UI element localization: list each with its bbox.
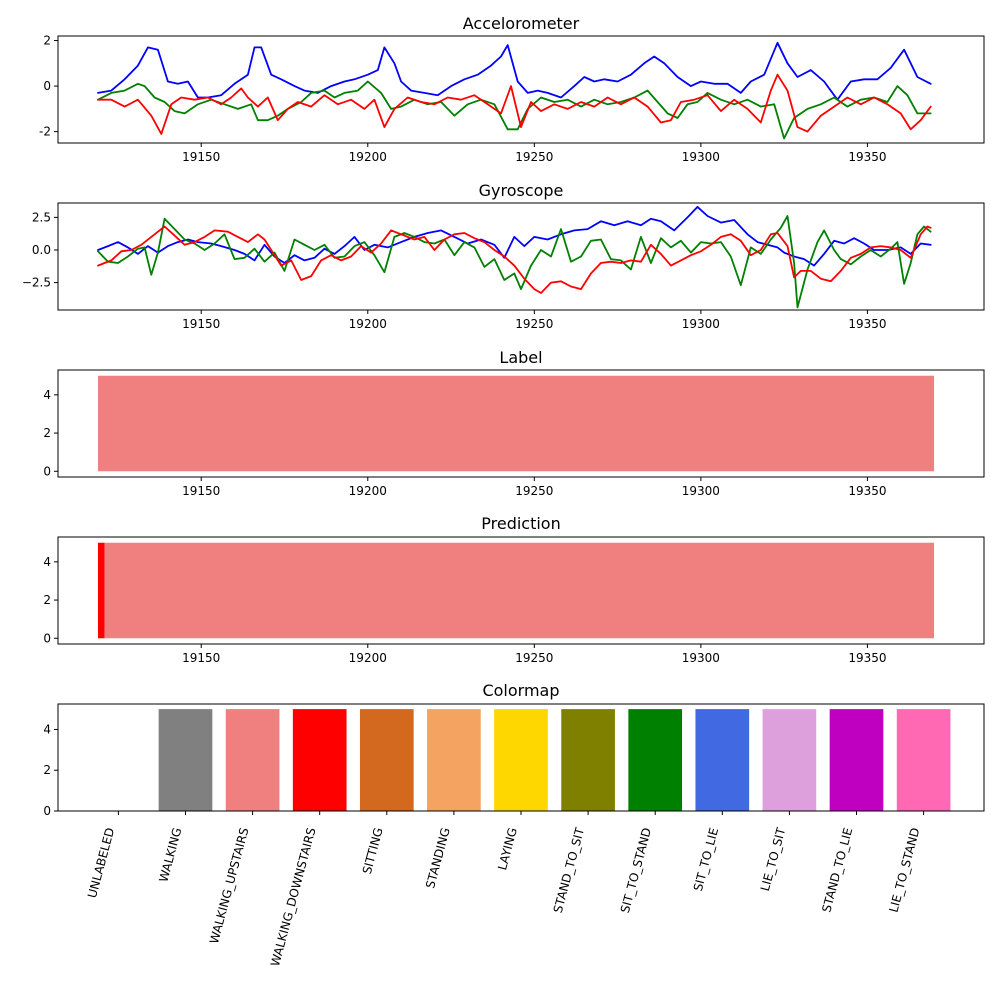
axes-frame <box>57 369 985 478</box>
x-tick-label: SITTING <box>360 826 386 875</box>
panel-colormap: Colormap UNLABELED WALKING WALKING_UPSTAIR… <box>43 681 985 968</box>
y-tick-label: -2 <box>39 125 51 139</box>
x-tick-label: 19200 <box>349 317 387 331</box>
bar-walking-downstairs <box>292 709 347 811</box>
y-tick-label: 2 <box>43 763 51 777</box>
axes-frame <box>57 35 985 144</box>
bar-stand-to-sit <box>561 709 615 811</box>
x-tick-label: 19200 <box>349 651 387 665</box>
axes-frame <box>57 703 985 812</box>
series-line-1 <box>97 206 932 267</box>
axes-frame <box>57 202 985 311</box>
series-line-2 <box>97 80 932 140</box>
x-tick-label: 19150 <box>182 317 220 331</box>
x-tick-label: 19350 <box>848 150 886 164</box>
x-tick-label: WALKING <box>156 826 184 884</box>
bar-standing <box>427 709 481 811</box>
x-tick-label: 19300 <box>682 484 720 498</box>
bar-sit-to-stand <box>628 709 683 811</box>
bar-lie-to-sit <box>762 709 817 811</box>
y-tick-label: 2.5 <box>32 210 51 224</box>
panel-prediction: Prediction 19150 19200 19250 19300 19350 0 2 4 <box>43 514 985 665</box>
x-tick-label: 19250 <box>515 317 553 331</box>
x-tick-label: WALKING_UPSTAIRS <box>207 826 251 945</box>
y-tick-label: 0 <box>43 631 51 645</box>
x-tick-label: 19150 <box>182 484 220 498</box>
x-tick-label: STANDING <box>423 826 453 890</box>
bar-stand-to-lie <box>829 709 884 811</box>
series-line-3 <box>97 225 932 294</box>
x-tick-label: 19250 <box>515 484 553 498</box>
x-tick-label: LAYING <box>495 826 520 872</box>
x-tick-label: STAND_TO_LIE <box>819 826 855 914</box>
chart-title-accelerometer: Accelorometer <box>463 14 580 33</box>
y-tick-label: 2 <box>43 593 51 607</box>
label-segment-1 <box>97 542 105 639</box>
bar-laying <box>494 709 548 811</box>
x-tick-label: SIT_TO_LIE <box>691 826 721 892</box>
x-tick-label: 19300 <box>682 150 720 164</box>
y-tick-label: 4 <box>43 388 51 402</box>
x-tick-label: 19300 <box>682 317 720 331</box>
y-tick-label: −2.5 <box>22 276 51 290</box>
bar-sit-to-lie <box>695 709 750 811</box>
x-tick-label: 19200 <box>349 150 387 164</box>
y-tick-label: 0 <box>43 804 51 818</box>
y-tick-label: 0 <box>43 464 51 478</box>
series-line-1 <box>97 41 932 101</box>
axes-frame <box>57 536 985 645</box>
x-tick-label: 19200 <box>349 484 387 498</box>
bar-sitting <box>359 709 414 811</box>
y-tick-label: 0.0 <box>32 243 51 257</box>
chart-title-prediction: Prediction <box>481 514 560 533</box>
y-tick-label: 2 <box>43 34 51 48</box>
bar-walking-upstairs <box>225 709 280 811</box>
chart-title-gyroscope: Gyroscope <box>479 181 564 200</box>
x-tick-label: 19150 <box>182 651 220 665</box>
panel-accelerometer: Accelorometer 19150 19200 19250 19300 19350 -… <box>39 14 985 164</box>
series-line-2 <box>97 215 932 309</box>
bar-unlabeled <box>91 709 146 811</box>
x-tick-label: 19150 <box>182 150 220 164</box>
label-segment-2 <box>104 542 935 639</box>
chart-title-label: Label <box>499 348 542 367</box>
chart-title-colormap: Colormap <box>482 681 559 700</box>
y-tick-label: 4 <box>43 722 51 736</box>
x-tick-label: 19250 <box>515 651 553 665</box>
x-tick-label: UNLABELED <box>85 826 117 899</box>
x-tick-label: STAND_TO_SIT <box>551 826 587 915</box>
y-tick-label: 4 <box>43 555 51 569</box>
bar-walking <box>158 709 213 811</box>
x-tick-label: LIE_TO_STAND <box>886 826 922 914</box>
x-tick-label: 19350 <box>848 484 886 498</box>
x-tick-label: 19350 <box>848 317 886 331</box>
y-tick-label: 2 <box>43 426 51 440</box>
label-segment-1 <box>97 375 935 472</box>
x-tick-label: SIT_TO_STAND <box>618 826 654 914</box>
x-tick-label: 19250 <box>515 150 553 164</box>
panel-label: Label 19150 19200 19250 19300 19350 0 2 4 <box>43 348 985 498</box>
x-tick-label: 19300 <box>682 651 720 665</box>
panel-gyroscope: Gyroscope 19150 19200 19250 19300 19350 2.5 0.… <box>22 181 985 331</box>
series-line-3 <box>97 73 932 135</box>
y-tick-label: 0 <box>43 79 51 93</box>
x-tick-label: 19350 <box>848 651 886 665</box>
bar-lie-to-stand <box>896 709 951 811</box>
x-tick-label: LIE_TO_SIT <box>758 826 789 893</box>
x-tick-label: WALKING_DOWNSTAIRS <box>268 826 319 968</box>
